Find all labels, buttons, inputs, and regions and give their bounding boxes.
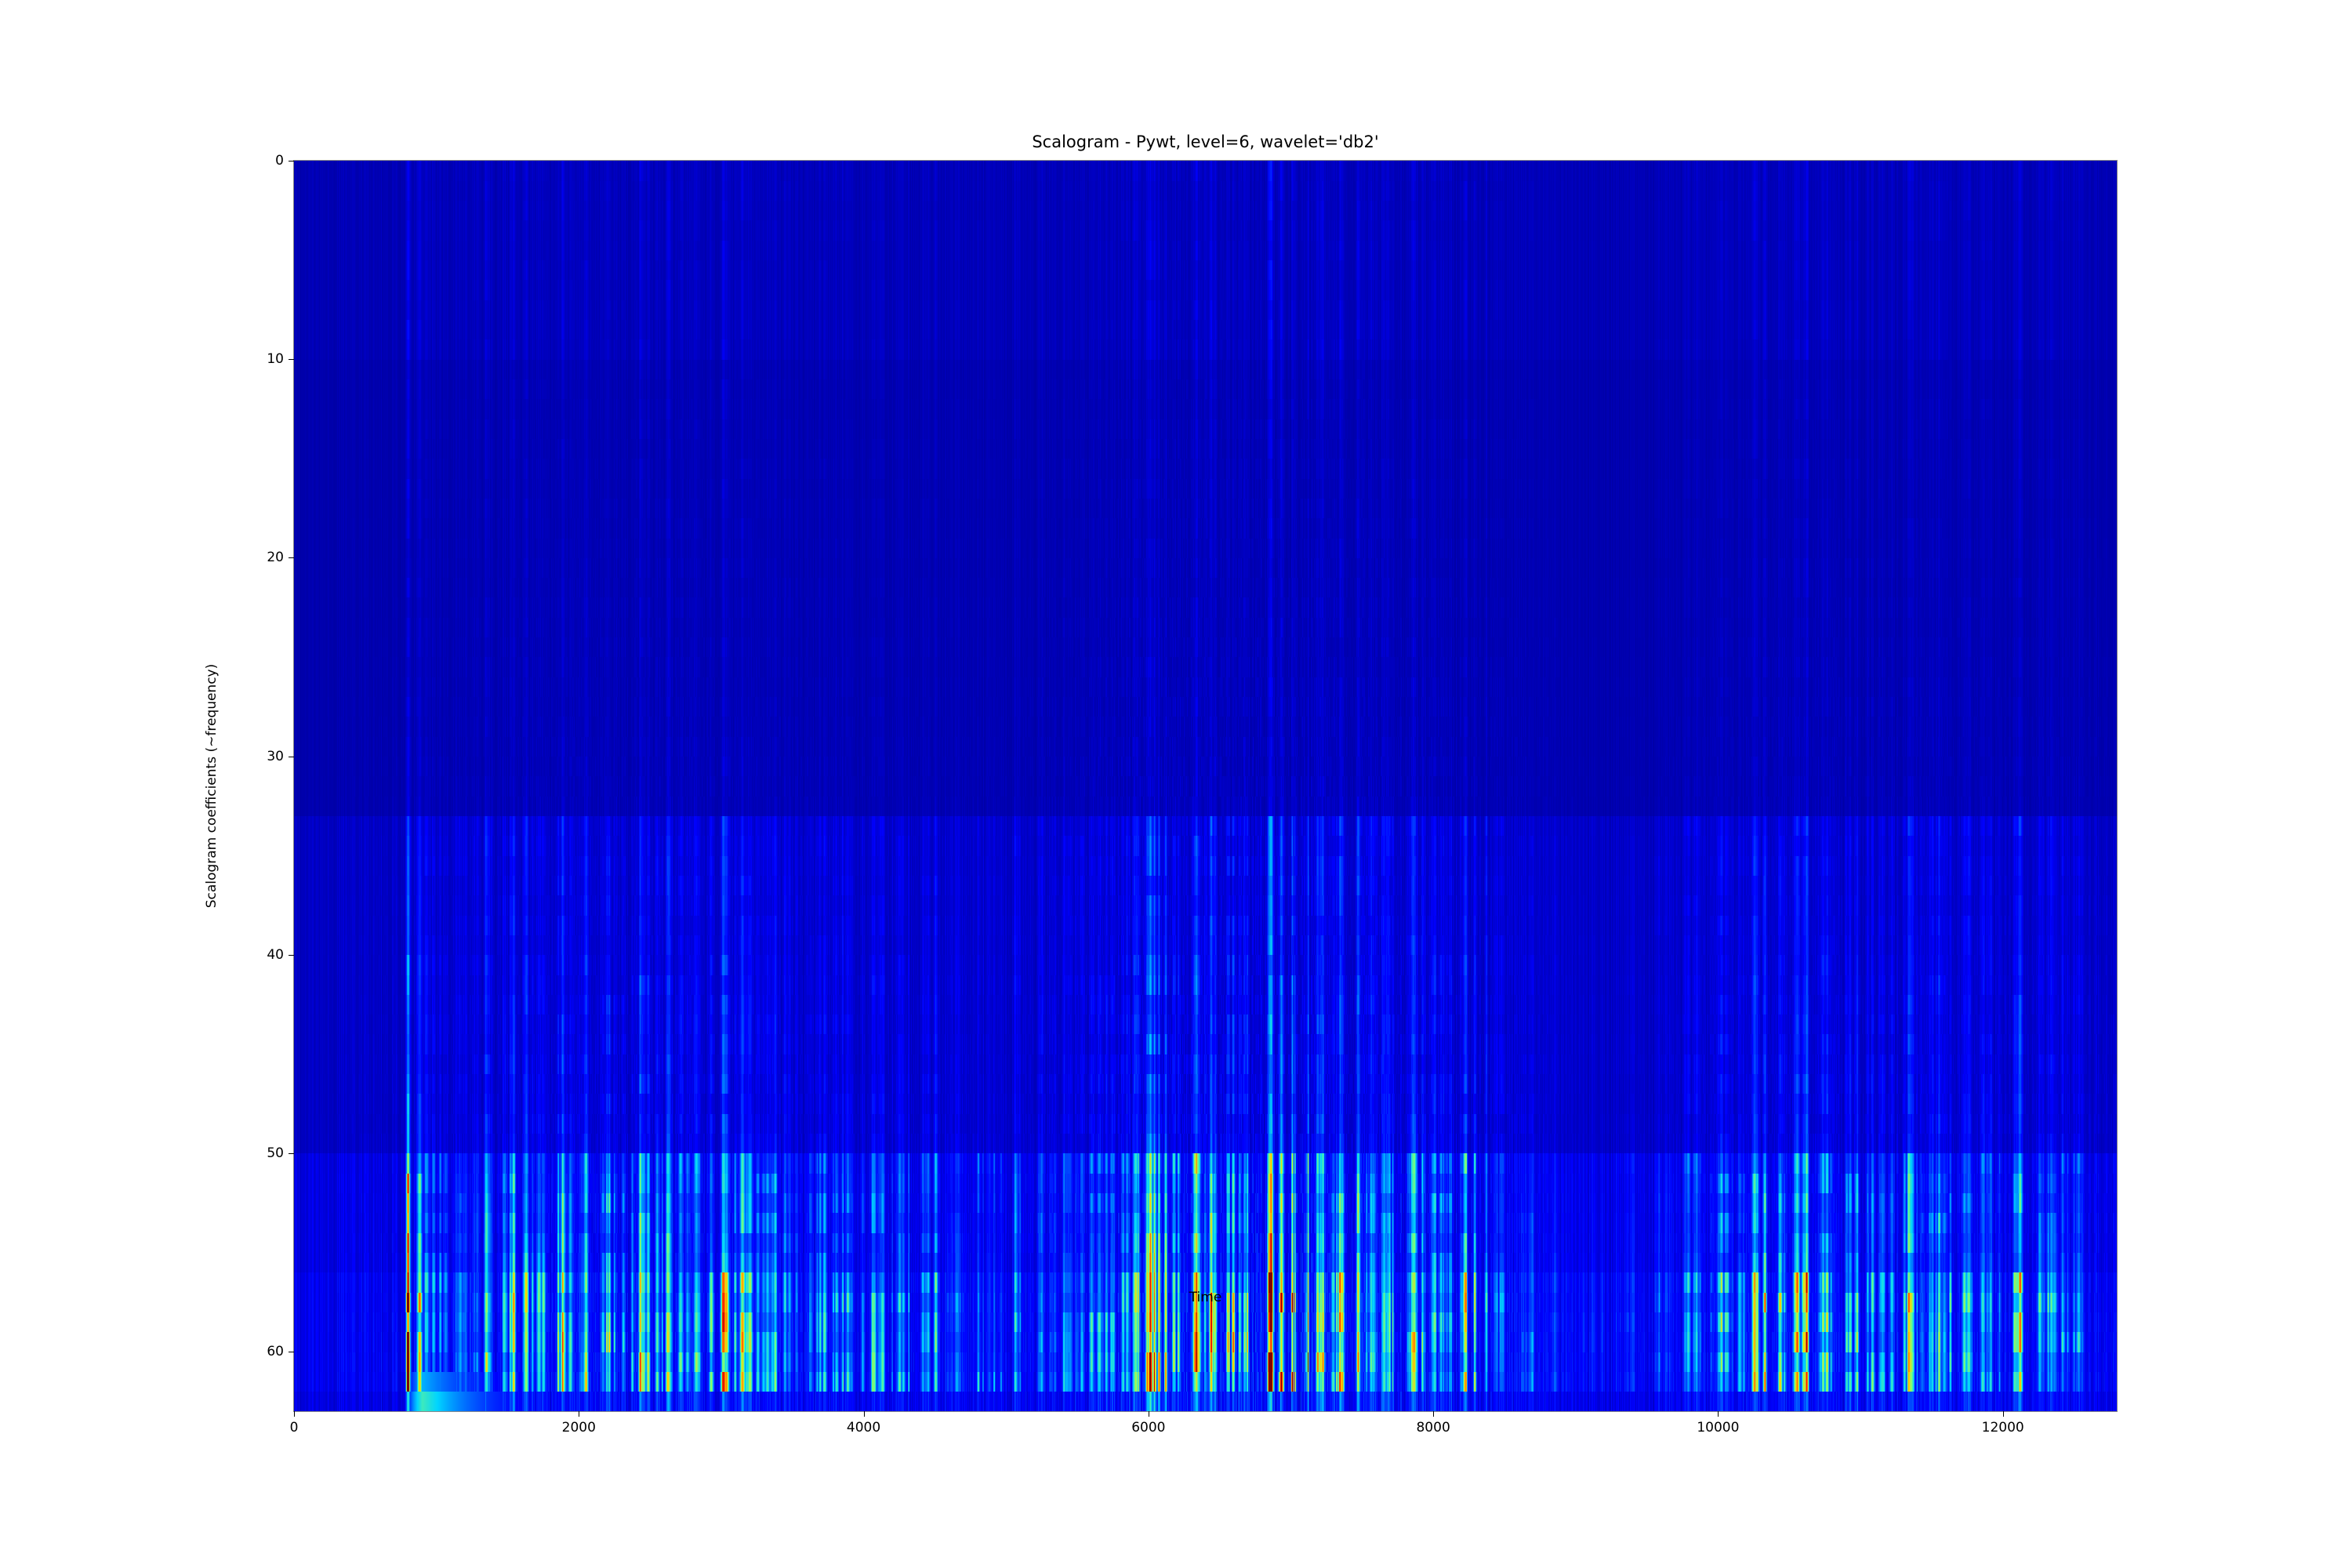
x-tick-label: 8000 (1416, 1420, 1450, 1436)
x-tick-mark (2002, 1411, 2004, 1417)
y-tick-mark (289, 557, 294, 559)
x-tick-mark (863, 1411, 865, 1417)
x-tick-label: 6000 (1131, 1420, 1166, 1436)
y-tick-label: 30 (267, 748, 284, 764)
page-title: Scalogram - Pywt, level=6, wavelet='db2' (1032, 132, 1379, 151)
scalogram-heatmap (294, 161, 2117, 1411)
y-axis-label-wrapper: Scalogram coefficients (~frequency) (204, 161, 259, 1411)
y-tick-label: 60 (267, 1344, 284, 1360)
x-tick-label: 12000 (1981, 1420, 2024, 1436)
x-axis-label: Time (1189, 1290, 1222, 1305)
y-tick-mark (289, 161, 294, 162)
x-tick-mark (1433, 1411, 1435, 1417)
x-tick-label: 2000 (561, 1420, 596, 1436)
y-tick-label: 40 (267, 946, 284, 963)
y-tick-label: 20 (267, 550, 284, 566)
x-tick-label: 0 (289, 1420, 299, 1436)
y-tick-label: 10 (267, 351, 284, 368)
y-tick-label: 50 (267, 1145, 284, 1161)
scalogram-axes: 0 10 20 30 40 50 60 0 2000 4000 6000 8000 10000 1200… (267, 153, 2118, 1436)
y-axis-label: Scalogram coefficients (~frequency) (204, 663, 220, 909)
y-tick-mark (289, 954, 294, 956)
y-tick-mark (289, 359, 294, 361)
x-tick-mark (294, 1411, 295, 1417)
x-tick-mark (1718, 1411, 1719, 1417)
y-tick-mark (289, 1152, 294, 1154)
y-tick-label: 0 (275, 153, 284, 169)
x-tick-label: 4000 (846, 1420, 881, 1436)
x-tick-label: 10000 (1697, 1420, 1740, 1436)
